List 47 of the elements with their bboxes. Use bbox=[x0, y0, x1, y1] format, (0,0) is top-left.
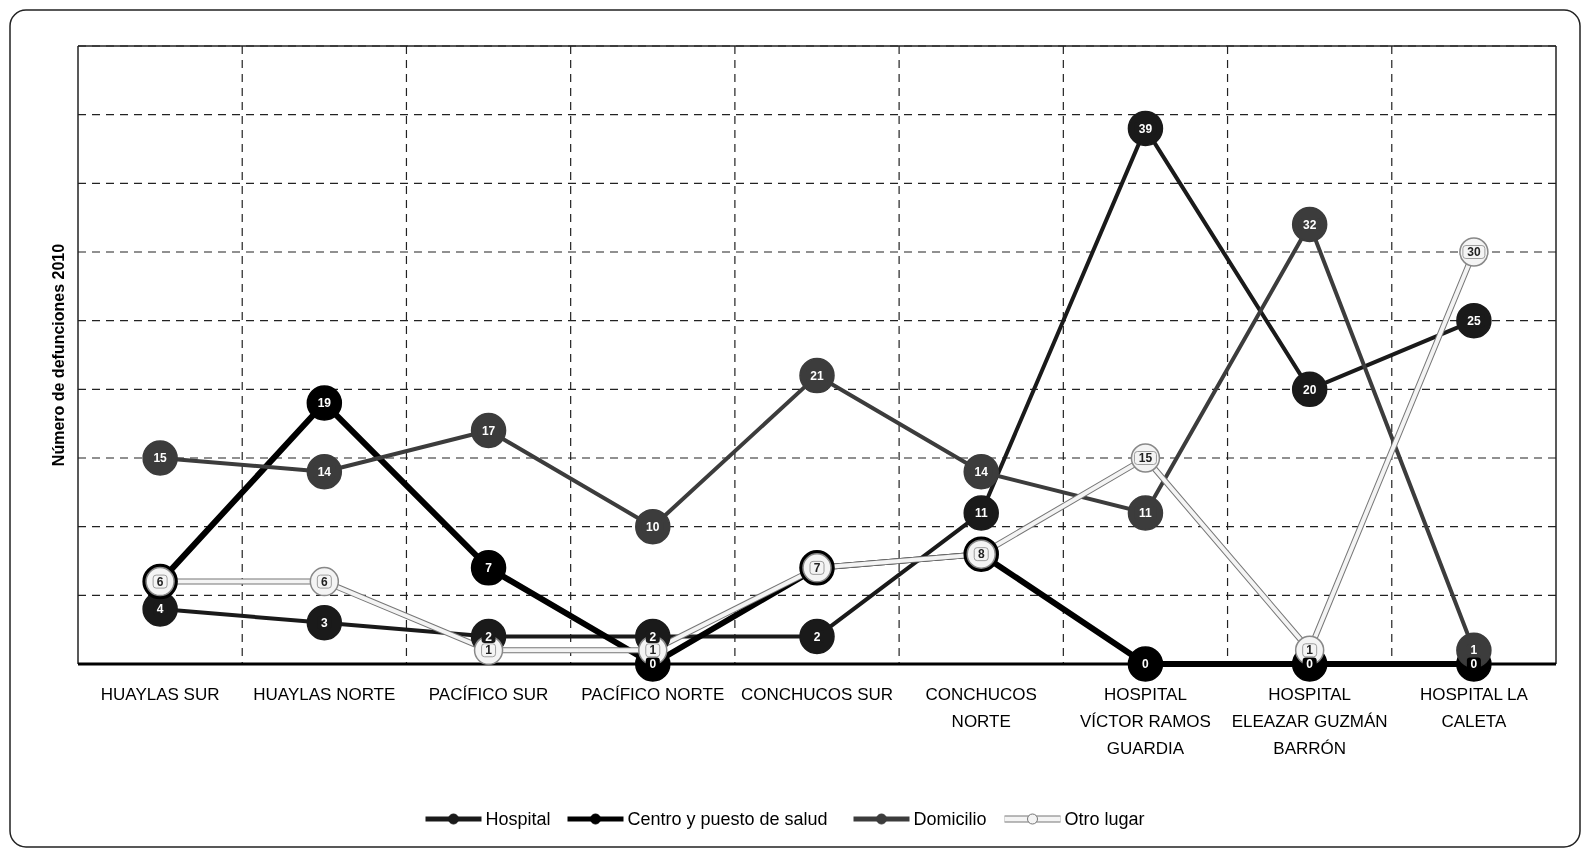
data-label: 2 bbox=[813, 629, 821, 644]
data-label: 6 bbox=[156, 574, 164, 589]
x-tick-label: HOSPITAL VÍCTOR RAMOS GUARDIA bbox=[1079, 685, 1211, 758]
data-label: 15 bbox=[1138, 451, 1153, 466]
data-label: 39 bbox=[1138, 121, 1153, 136]
x-tick-label: PACÍFICO SUR bbox=[428, 685, 549, 704]
x-tick-label: PACÍFICO NORTE bbox=[581, 685, 725, 704]
data-label: 25 bbox=[1467, 313, 1481, 328]
data-label: 7 bbox=[813, 561, 821, 576]
data-label: 0 bbox=[1142, 657, 1150, 672]
data-label: 32 bbox=[1302, 217, 1317, 232]
data-label: 0 bbox=[1306, 657, 1314, 672]
data-label: 17 bbox=[481, 423, 496, 438]
legend-label: Centro y puesto de salud bbox=[627, 809, 828, 830]
x-tick-label: HUAYLAS SUR bbox=[100, 685, 220, 704]
data-label: 30 bbox=[1467, 245, 1481, 260]
data-label: 6 bbox=[320, 574, 328, 589]
data-label: 20 bbox=[1302, 382, 1317, 397]
x-tick-label: HOSPITAL LA CALETA bbox=[1420, 685, 1529, 731]
data-label: 11 bbox=[974, 506, 988, 521]
data-label: 0 bbox=[649, 657, 657, 672]
legend-label: Hospital bbox=[485, 809, 551, 830]
legend-label: Otro lugar bbox=[1064, 809, 1145, 830]
y-axis-title: Número de defunciones 2010 bbox=[50, 243, 67, 467]
data-label: 14 bbox=[317, 464, 332, 479]
data-label: 3 bbox=[320, 616, 328, 630]
data-label: 19 bbox=[317, 396, 332, 411]
data-label: 21 bbox=[810, 368, 824, 383]
data-label: 4 bbox=[156, 602, 164, 617]
data-label: 7 bbox=[485, 561, 493, 576]
legend-label: Domicilio bbox=[913, 809, 987, 830]
data-label: 1 bbox=[485, 643, 493, 658]
data-label: 1 bbox=[649, 643, 657, 658]
data-label: 8 bbox=[977, 547, 985, 562]
x-tick-label: HUAYLAS NORTE bbox=[253, 685, 396, 704]
data-label: 11 bbox=[1139, 506, 1153, 521]
data-label: 1 bbox=[1306, 643, 1314, 658]
x-tick-label: CONCHUCOS NORTE bbox=[925, 685, 1037, 731]
data-label: 1 bbox=[1470, 643, 1478, 658]
data-label: 2 bbox=[649, 629, 657, 644]
x-tick-label: CONCHUCOS SUR bbox=[740, 685, 894, 704]
data-label: 15 bbox=[153, 451, 168, 466]
data-label: 14 bbox=[974, 464, 989, 479]
x-tick-label: HOSPITAL ELEAZAR GUZMÁN BARRÓN bbox=[1231, 685, 1388, 758]
data-label: 10 bbox=[646, 519, 660, 534]
data-label: 2 bbox=[485, 629, 493, 644]
data-label: 0 bbox=[1470, 657, 1478, 672]
